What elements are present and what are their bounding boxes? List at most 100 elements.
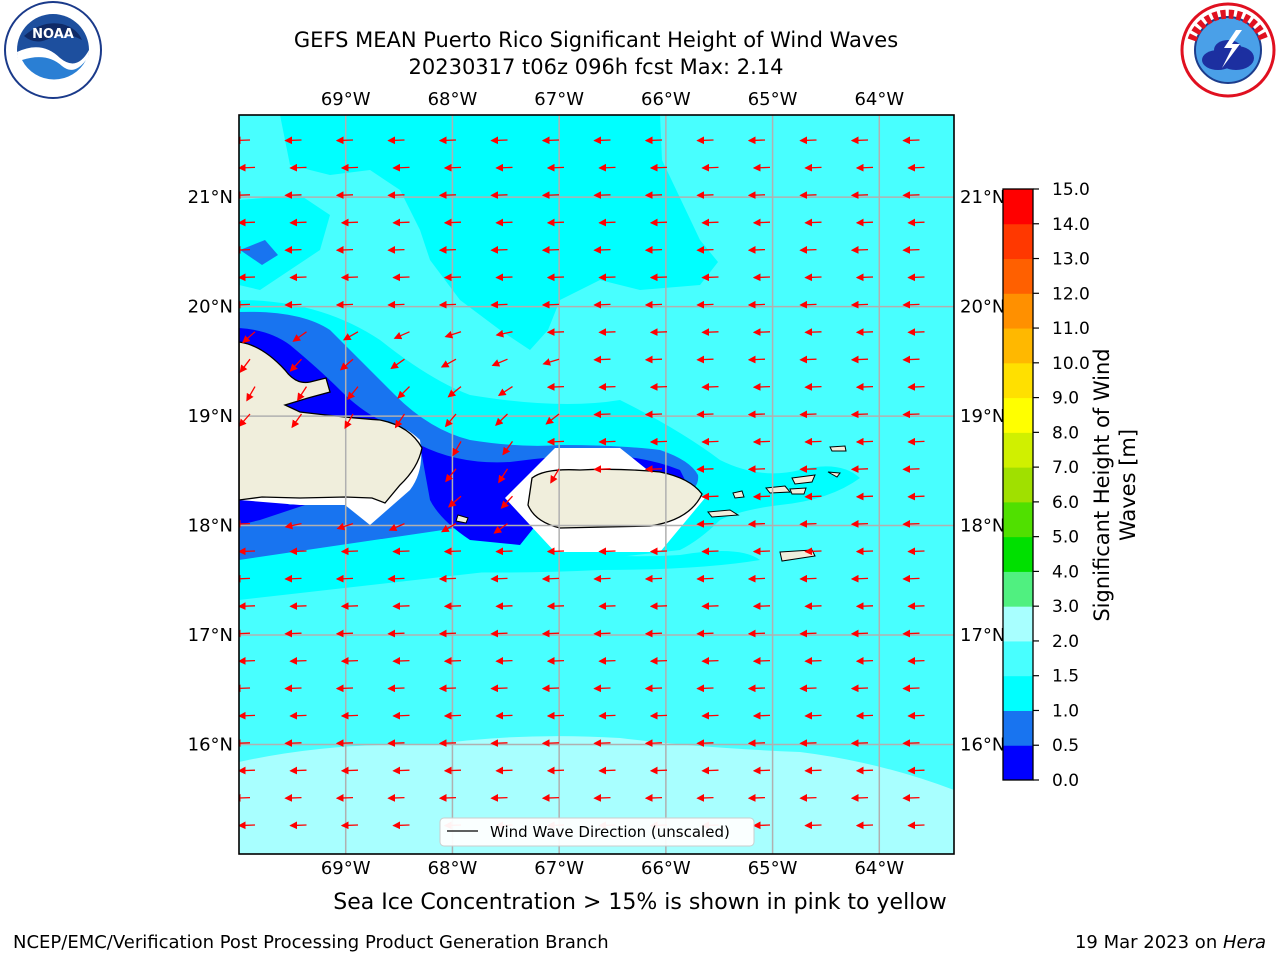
- wave-direction-arrow: [752, 821, 771, 830]
- wave-direction-arrow: [649, 218, 668, 227]
- wave-direction-arrow: [289, 163, 307, 172]
- colorbar-tick-label: 2.0: [1052, 632, 1079, 652]
- wave-direction-arrow: [598, 163, 616, 172]
- wave-direction-arrow: [541, 739, 560, 748]
- wave-direction-arrow: [907, 711, 925, 720]
- wave-direction-arrow: [598, 602, 616, 611]
- wave-direction-arrow: [443, 711, 462, 720]
- lat-label-right: 19°N: [960, 406, 1005, 427]
- wave-direction-arrow: [855, 163, 874, 172]
- wave-direction-arrow: [438, 629, 457, 638]
- wave-direction-arrow: [239, 300, 251, 309]
- wave-direction-arrow: [289, 273, 307, 282]
- wave-direction-arrow: [855, 602, 874, 611]
- colorbar-segment: [1003, 467, 1033, 503]
- wave-direction-arrow: [752, 328, 771, 337]
- wave-direction-arrow: [335, 300, 354, 309]
- wave-direction-arrow: [392, 218, 410, 227]
- wave-direction-arrow: [344, 413, 354, 430]
- wave-direction-arrow: [850, 465, 869, 474]
- island-anegada: [829, 445, 847, 452]
- wave-direction-arrow: [747, 465, 766, 474]
- wave-direction-arrow: [752, 602, 771, 611]
- wave-direction-arrow: [541, 300, 560, 309]
- wave-direction-arrow: [850, 739, 869, 748]
- wave-direction-arrow: [804, 328, 822, 337]
- wave-direction-arrow: [701, 711, 719, 720]
- wave-direction-arrow: [541, 684, 560, 693]
- wave-direction-arrow: [752, 492, 771, 501]
- wave-direction-arrow: [799, 629, 817, 638]
- wave-direction-arrow: [593, 794, 611, 802]
- wave-direction-arrow: [438, 246, 457, 254]
- lon-label-bottom: 66°W: [641, 858, 691, 879]
- wave-direction-arrow: [387, 574, 405, 583]
- colorbar-tick-label: 11.0: [1052, 319, 1090, 339]
- colorbar-tick-label: 9.0: [1052, 389, 1079, 409]
- lon-label-top: 69°W: [321, 89, 371, 110]
- footer-date-text: 19 Mar 2023 on: [1074, 932, 1223, 953]
- wave-direction-arrow: [495, 547, 513, 556]
- wave-direction-arrow: [289, 358, 302, 372]
- wave-direction-arrow: [593, 136, 611, 145]
- wave-direction-arrow: [441, 523, 457, 533]
- wave-direction-arrow: [799, 574, 817, 583]
- colorbar-tick-label: 12.0: [1052, 284, 1090, 304]
- wave-direction-arrow: [239, 547, 256, 556]
- wave-direction-arrow: [239, 602, 256, 611]
- colorbar-segment: [1003, 362, 1033, 399]
- wave-direction-arrow: [289, 766, 307, 775]
- lon-label-bottom: 64°W: [854, 858, 904, 879]
- wave-direction-arrow: [593, 355, 611, 364]
- puerto-rico-landmass: [527, 468, 703, 529]
- wave-direction-arrow: [242, 331, 256, 344]
- wave-direction-arrow: [289, 657, 307, 665]
- island-east: [827, 471, 841, 478]
- wave-direction-arrow: [335, 684, 354, 693]
- wave-direction-arrow: [447, 386, 462, 398]
- wave-direction-arrow: [696, 191, 714, 200]
- wave-direction-arrow: [495, 218, 513, 227]
- island-culebra: [732, 490, 745, 499]
- wave-direction-arrow: [649, 328, 668, 337]
- wave-direction-arrow: [649, 657, 668, 665]
- wave-direction-arrow: [443, 602, 462, 611]
- wave-direction-arrow: [644, 246, 663, 254]
- wave-direction-arrow: [393, 331, 410, 340]
- wave-direction-arrow: [799, 300, 817, 309]
- wave-direction-arrow: [388, 523, 405, 532]
- wave-direction-arrow: [490, 136, 508, 145]
- wave-direction-arrow: [907, 218, 925, 227]
- wave-direction-arrow: [855, 273, 874, 282]
- wave-direction-arrow: [902, 136, 920, 145]
- lon-label-top: 66°W: [641, 89, 691, 110]
- map-title: GEFS MEAN Puerto Rico Significant Height…: [293, 28, 899, 52]
- colorbar-tick-label: 8.0: [1052, 423, 1079, 443]
- wave-direction-arrow: [701, 766, 719, 775]
- wave-direction-arrow: [804, 602, 822, 611]
- wave-direction-arrow: [546, 547, 565, 556]
- colorbar-tick-label: 1.0: [1052, 701, 1079, 721]
- latitude-labels-left: 21°N 20°N 19°N 18°N 17°N 16°N: [188, 187, 233, 755]
- wave-direction-arrow: [438, 574, 457, 583]
- wave-direction-arrow: [284, 684, 302, 693]
- wave-direction-arrow: [644, 410, 663, 419]
- wave-direction-arrow: [495, 413, 508, 427]
- wave-direction-arrow: [902, 355, 920, 364]
- wave-direction-arrow: [598, 437, 616, 446]
- wave-direction-arrow: [289, 821, 307, 830]
- wave-direction-arrow: [850, 300, 869, 309]
- wave-direction-arrow: [490, 246, 508, 254]
- wave-direction-arrow: [907, 602, 925, 611]
- wave-direction-arrow: [495, 329, 513, 338]
- wave-direction-arrow: [289, 218, 307, 227]
- wave-direction-arrow: [444, 413, 457, 428]
- wave-direction-arrow: [593, 739, 611, 748]
- wave-direction-arrow: [799, 684, 817, 693]
- wave-direction-arrow: [490, 794, 508, 802]
- lat-label-right: 17°N: [960, 625, 1005, 646]
- wave-direction-arrow: [392, 821, 410, 830]
- wave-field-1.0-1.5-south: [239, 540, 760, 590]
- wave-direction-arrow: [902, 246, 920, 254]
- wave-direction-arrow: [649, 766, 668, 775]
